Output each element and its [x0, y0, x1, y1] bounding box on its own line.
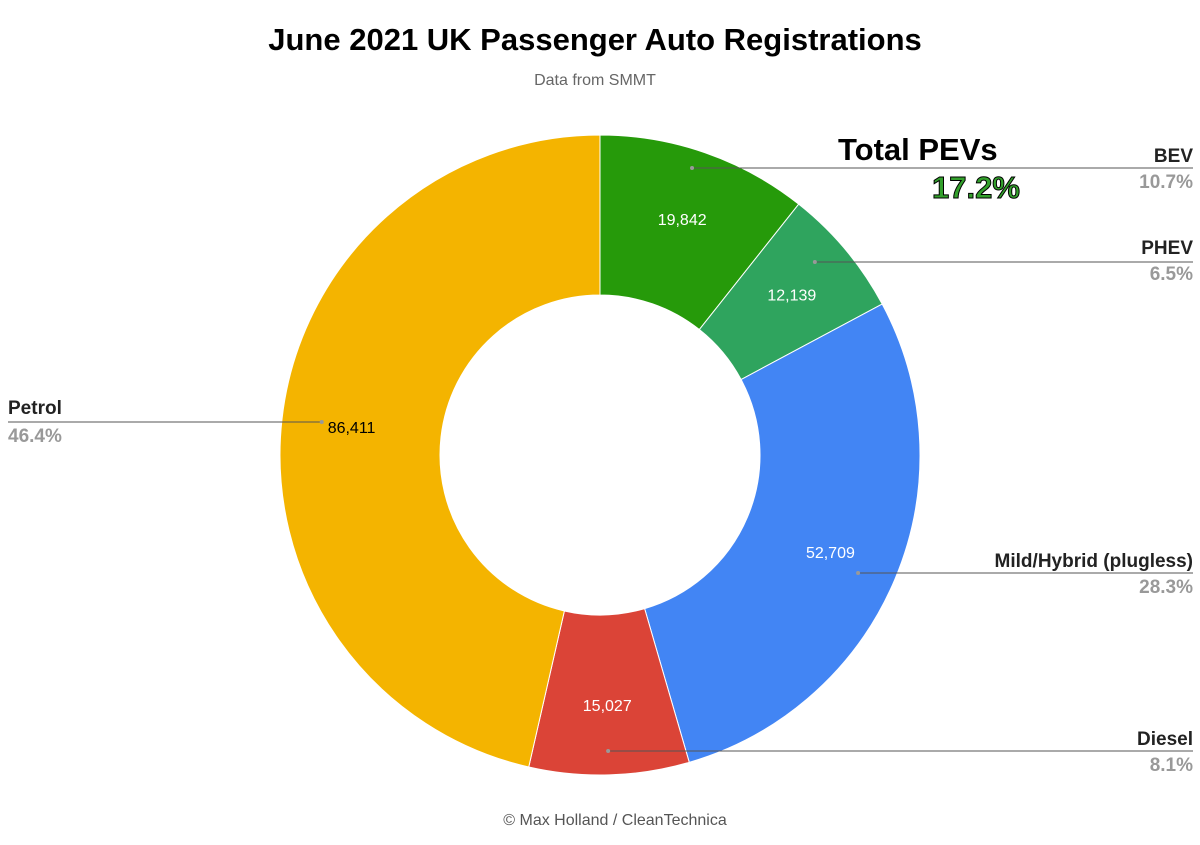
total-pevs-value: 17.2%	[932, 170, 1021, 206]
legend-name-diesel: Diesel	[1137, 729, 1193, 750]
chart-title: June 2021 UK Passenger Auto Registration…	[268, 22, 922, 57]
leader-dot-mild-hybrid	[856, 571, 861, 575]
legend-percent-diesel: 8.1%	[1150, 755, 1193, 776]
value-label-diesel: 15,027	[583, 698, 632, 715]
legend-name-petrol: Petrol	[8, 398, 62, 419]
chart-subtitle: Data from SMMT	[534, 72, 656, 89]
leader-dot-petrol	[319, 420, 324, 424]
value-label-phev: 12,139	[767, 288, 816, 305]
legend-percent-phev: 6.5%	[1150, 264, 1193, 285]
leader-dot-bev	[690, 166, 695, 170]
legend-name-bev: BEV	[1154, 146, 1193, 167]
value-label-mild-hybrid: 52,709	[806, 545, 855, 562]
legend-percent-bev: 10.7%	[1139, 172, 1193, 193]
legend-name-mild-hybrid: Mild/Hybrid (plugless)	[995, 551, 1193, 572]
value-label-bev: 19,842	[658, 212, 707, 229]
chart-footer: © Max Holland / CleanTechnica	[503, 812, 727, 829]
slice-petrol	[279, 134, 601, 768]
total-pevs-label: Total PEVs	[838, 132, 998, 167]
value-label-petrol: 86,411	[328, 420, 376, 437]
legend-percent-petrol: 46.4%	[8, 426, 62, 447]
leader-dot-diesel	[606, 749, 611, 753]
legend-name-phev: PHEV	[1141, 238, 1193, 259]
leader-dot-phev	[812, 260, 817, 264]
legend-percent-mild-hybrid: 28.3%	[1139, 577, 1193, 598]
slice-mild-hybrid	[644, 303, 921, 763]
